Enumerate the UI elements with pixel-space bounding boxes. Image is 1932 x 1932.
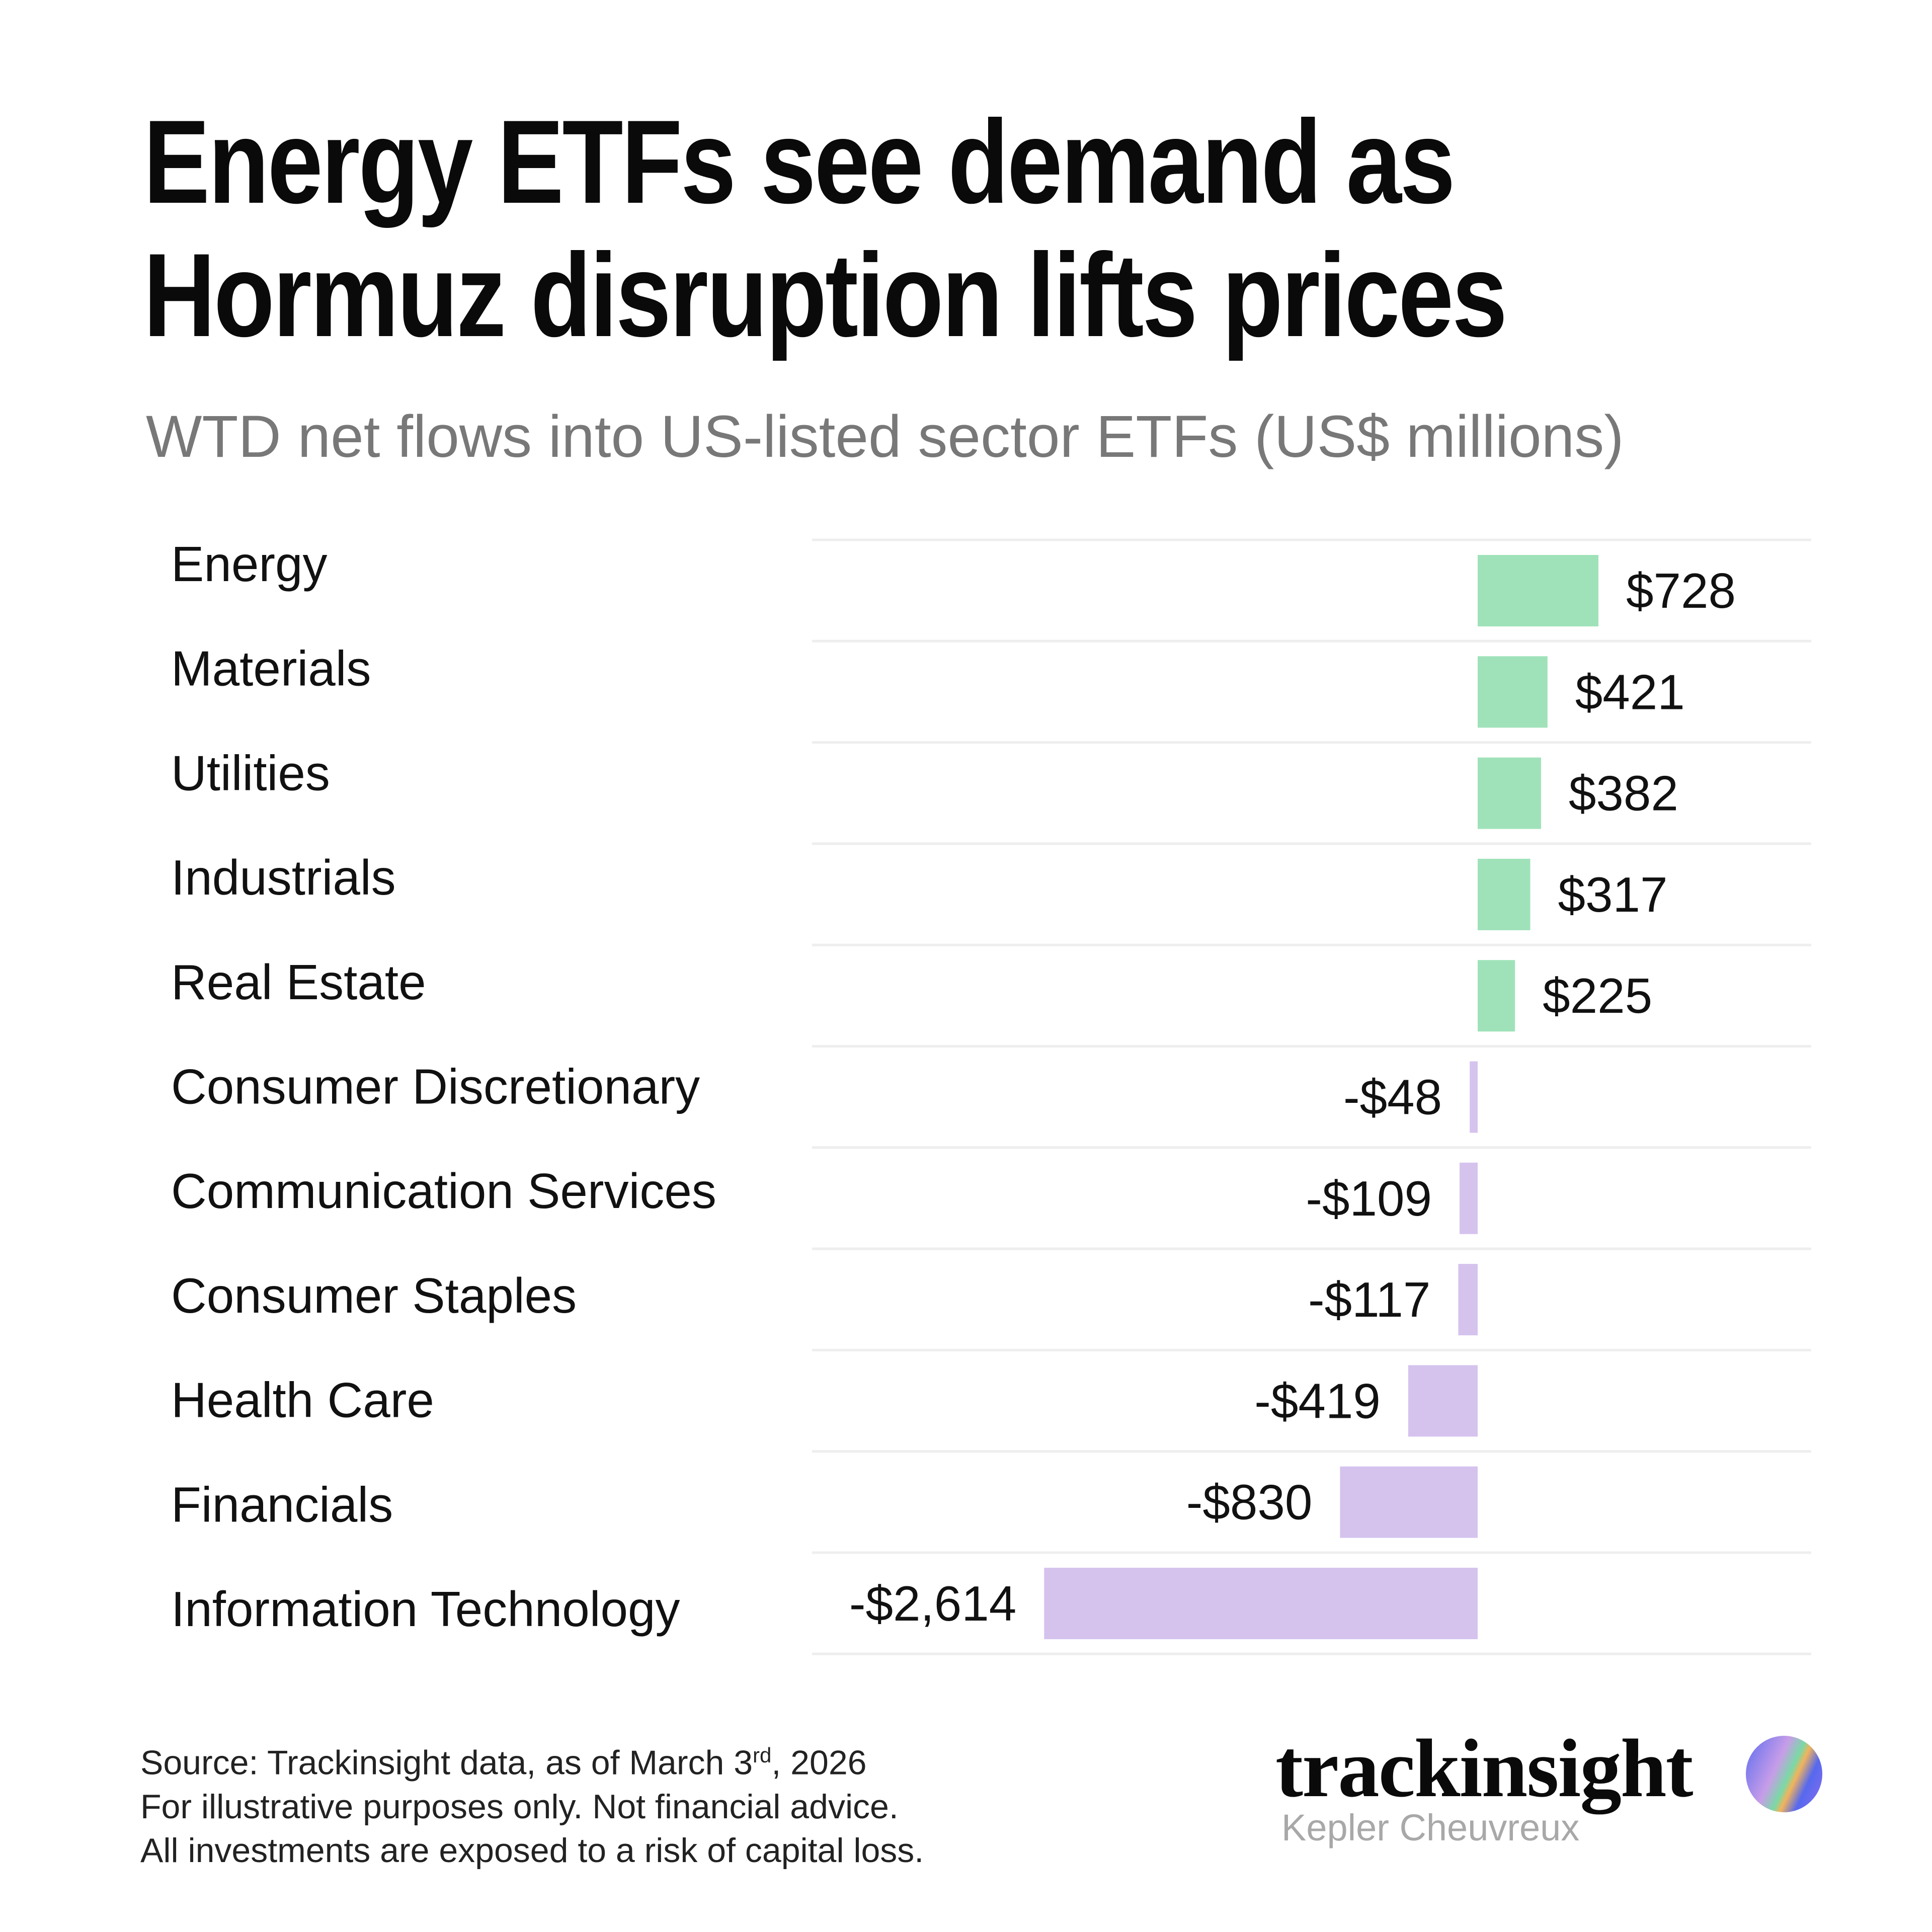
chart-title: Energy ETFs see demand as Hormuz disrupt… bbox=[143, 96, 1507, 362]
category-label: Energy bbox=[171, 536, 328, 592]
category-label: Information Technology bbox=[171, 1581, 680, 1637]
bar-utilities bbox=[1478, 757, 1541, 829]
data-label: -$419 bbox=[1254, 1373, 1381, 1428]
category-label: Consumer Staples bbox=[171, 1268, 577, 1323]
risk-line: All investments are exposed to a risk of… bbox=[140, 1831, 924, 1870]
bar-health-care bbox=[1408, 1365, 1478, 1437]
data-label: -$48 bbox=[1343, 1070, 1442, 1125]
bar-consumer-staples bbox=[1458, 1264, 1478, 1336]
source-text: Source: Trackinsight data, as of March 3 bbox=[140, 1743, 753, 1782]
disclaimer-line: For illustrative purposes only. Not fina… bbox=[140, 1787, 899, 1826]
data-label: -$109 bbox=[1306, 1171, 1432, 1226]
category-label: Communication Services bbox=[171, 1163, 716, 1219]
source-note: Source: Trackinsight data, as of March 3… bbox=[140, 1733, 924, 1785]
title-line-1: Energy ETFs see demand as bbox=[143, 96, 1456, 228]
footer-notes: Source: Trackinsight data, as of March 3… bbox=[140, 1733, 924, 1873]
trackinsight-logo: trackinsight bbox=[1275, 1722, 1694, 1814]
category-label: Financials bbox=[171, 1477, 393, 1532]
data-label: -$2,614 bbox=[849, 1576, 1016, 1631]
data-label: $421 bbox=[1575, 664, 1685, 719]
data-label: -$830 bbox=[1186, 1475, 1313, 1530]
bar-communication-services bbox=[1460, 1162, 1478, 1234]
data-label: $317 bbox=[1558, 867, 1668, 922]
source-ordinal: rd bbox=[753, 1743, 772, 1767]
data-label: $382 bbox=[1569, 766, 1678, 821]
bar-chart: Energy $728 Materials $421 Utilities $382 Indu… bbox=[171, 536, 1811, 1655]
bar-energy bbox=[1478, 555, 1598, 626]
source-year: , 2026 bbox=[771, 1743, 867, 1782]
data-label: -$117 bbox=[1308, 1272, 1430, 1327]
trackinsight-logo-icon bbox=[1746, 1736, 1822, 1812]
category-label: Real Estate bbox=[171, 954, 426, 1010]
bar-real-estate bbox=[1478, 960, 1515, 1032]
category-label: Health Care bbox=[171, 1373, 434, 1428]
category-label: Materials bbox=[171, 641, 371, 696]
category-label: Utilities bbox=[171, 745, 330, 800]
title-line-2: Hormuz disruption lifts prices bbox=[143, 229, 1507, 362]
bar-industrials bbox=[1478, 858, 1531, 930]
data-label: $225 bbox=[1543, 968, 1652, 1023]
kepler-cheuvreux-logo: Kepler Cheuvreux bbox=[1281, 1807, 1580, 1848]
data-label: $728 bbox=[1626, 563, 1736, 618]
bar-consumer-discretionary bbox=[1470, 1061, 1478, 1133]
bar-information-technology bbox=[1044, 1568, 1478, 1639]
chart-subtitle: WTD net flows into US-listed sector ETFs… bbox=[146, 404, 1624, 470]
category-label: Consumer Discretionary bbox=[171, 1059, 700, 1114]
bar-financials bbox=[1340, 1466, 1478, 1538]
bar-materials bbox=[1478, 656, 1548, 728]
category-label: Industrials bbox=[171, 850, 396, 905]
